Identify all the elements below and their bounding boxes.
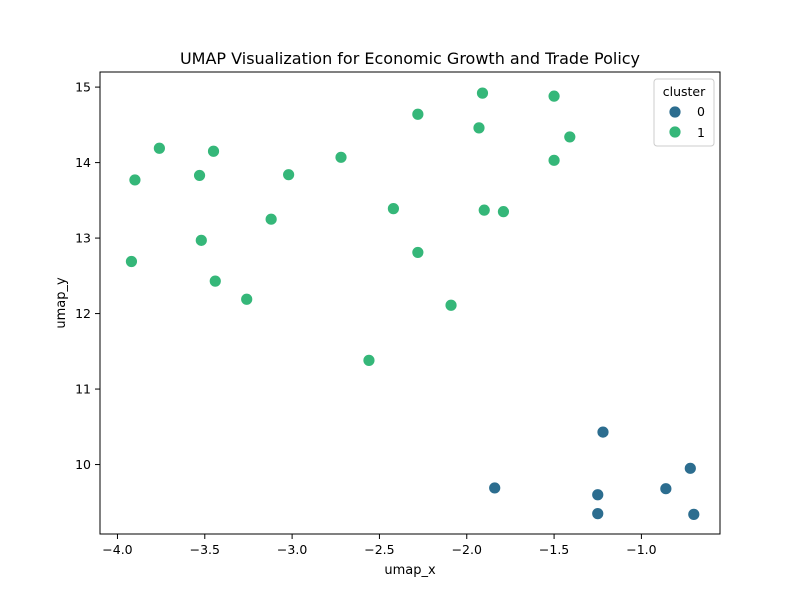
point-cluster-1-0 — [476, 86, 489, 100]
y-tick-label: 11 — [75, 382, 91, 397]
point-cluster-1-20 — [240, 292, 254, 306]
y-tick-label: 13 — [75, 231, 91, 246]
legend-title: cluster — [663, 84, 706, 99]
point-cluster-1-19 — [208, 274, 222, 288]
point-cluster-1-1 — [547, 89, 561, 103]
point-cluster-1-11 — [128, 173, 142, 187]
point-cluster-0-4 — [591, 488, 605, 502]
y-tick-label: 14 — [75, 155, 91, 170]
point-cluster-0-5 — [591, 507, 605, 521]
point-cluster-1-2 — [411, 107, 425, 121]
x-tick-label: −1.0 — [626, 542, 656, 557]
point-cluster-1-4 — [563, 130, 577, 144]
y-tick-label: 12 — [75, 306, 91, 321]
point-cluster-1-15 — [264, 212, 278, 226]
y-tick-label: 15 — [75, 80, 91, 95]
point-cluster-1-3 — [472, 121, 486, 135]
point-cluster-1-14 — [497, 205, 510, 219]
legend: cluster 0 1 — [653, 78, 715, 147]
x-tick-label: −1.5 — [539, 542, 569, 557]
legend-box — [653, 78, 715, 147]
x-axis-label: umap_x — [384, 563, 436, 578]
point-cluster-1-12 — [387, 202, 400, 216]
point-cluster-1-21 — [444, 298, 458, 312]
y-axis: 10 11 12 13 14 15 — [75, 80, 100, 472]
point-cluster-1-16 — [194, 233, 208, 247]
chart-title: UMAP Visualization for Economic Growth a… — [180, 49, 640, 68]
x-axis: −4.0 −3.5 −3.0 −2.5 −2.0 −1.5 −1.0 — [102, 534, 657, 557]
point-cluster-0-3 — [659, 482, 673, 496]
point-cluster-0-2 — [488, 481, 502, 495]
point-cluster-0-6 — [687, 507, 701, 521]
point-cluster-1-17 — [411, 246, 425, 259]
point-cluster-1-18 — [125, 255, 138, 268]
point-cluster-1-22 — [362, 353, 376, 367]
x-tick-label: −3.0 — [277, 542, 307, 557]
legend-label-0: 0 — [697, 104, 705, 119]
legend-label-1: 1 — [697, 125, 705, 140]
x-tick-label: −3.5 — [190, 542, 220, 557]
plot-frame — [99, 71, 721, 535]
point-cluster-1-9 — [282, 168, 296, 182]
x-tick-label: −2.0 — [452, 542, 482, 557]
legend-marker-1 — [668, 125, 682, 139]
points-layer — [125, 86, 701, 521]
point-cluster-0-1 — [683, 461, 697, 475]
x-tick-label: −4.0 — [102, 542, 132, 557]
y-axis-label: umap_y — [54, 277, 69, 329]
point-cluster-1-6 — [207, 144, 220, 158]
point-cluster-1-7 — [334, 150, 348, 164]
x-tick-label: −2.5 — [364, 542, 394, 557]
point-cluster-0-0 — [596, 425, 610, 439]
point-cluster-1-10 — [193, 169, 206, 182]
point-cluster-1-8 — [547, 153, 561, 167]
point-cluster-1-5 — [152, 141, 166, 155]
y-tick-label: 10 — [75, 457, 91, 472]
legend-marker-0 — [668, 105, 682, 119]
point-cluster-1-13 — [477, 203, 491, 217]
